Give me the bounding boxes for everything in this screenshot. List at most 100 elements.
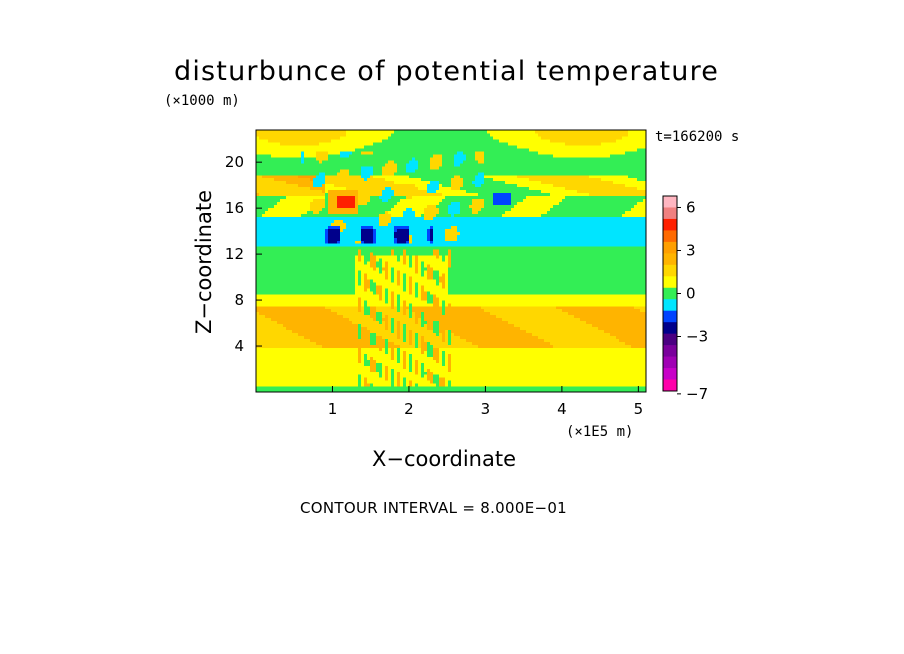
field-cell (283, 222, 287, 226)
field-cell (274, 174, 278, 179)
field-cell (340, 132, 344, 137)
field-cell (295, 195, 299, 200)
field-cell (268, 386, 272, 390)
field-cell (325, 287, 329, 292)
field-cell (322, 192, 326, 197)
field-cell (331, 317, 335, 322)
field-cell (334, 213, 338, 217)
field-cell (340, 329, 344, 334)
field-cell (343, 335, 347, 340)
field-cell (304, 371, 308, 375)
field-cell (298, 246, 302, 250)
field-cell (337, 144, 341, 149)
field-cell (277, 263, 281, 268)
field-cell (313, 171, 317, 176)
field-cell (310, 302, 314, 307)
field-cell (346, 156, 350, 161)
field-cell (322, 231, 326, 235)
field-cell (331, 365, 335, 369)
field-cell (283, 255, 287, 259)
field-cell (316, 135, 320, 140)
field-cell (319, 353, 323, 357)
field-cell (310, 290, 314, 295)
field-cell (328, 130, 332, 134)
field-cell (304, 347, 308, 351)
field-cell (301, 305, 305, 310)
field-cell (280, 231, 284, 235)
field-cell (325, 153, 329, 158)
field-cell (277, 323, 281, 328)
field-cell (271, 314, 275, 319)
field-cell (289, 177, 293, 182)
field-cell (280, 365, 284, 369)
field-cell (334, 159, 338, 164)
field-cell (334, 362, 338, 366)
field-cell (295, 323, 299, 328)
field-cell (271, 296, 275, 301)
field-cell (310, 353, 314, 357)
field-cell (274, 284, 278, 289)
field-cell (277, 156, 281, 161)
field-cell (337, 130, 341, 134)
field-cell (319, 290, 323, 295)
field-cell (310, 195, 314, 200)
field-cell (334, 335, 338, 340)
field-cell (325, 186, 329, 191)
field-cell (343, 269, 347, 274)
field-cell (328, 332, 332, 337)
field-cell (298, 281, 302, 286)
field-cell (343, 386, 347, 390)
field-cell (334, 174, 338, 179)
field-cell (307, 266, 311, 271)
field-cell (298, 347, 302, 351)
field-cell (262, 132, 266, 137)
field-cell (301, 287, 305, 292)
field-cell (349, 219, 353, 223)
field-cell (298, 174, 302, 179)
field-cell (262, 386, 266, 390)
field-cell (331, 162, 335, 167)
field-cell (331, 308, 335, 313)
field-cell (289, 186, 293, 191)
field-cell (289, 371, 293, 375)
field-cell (334, 326, 338, 331)
field-cell (259, 359, 263, 363)
field-cell (346, 377, 350, 381)
field-cell (316, 189, 320, 194)
field-cell (265, 135, 269, 140)
field-cell (319, 305, 323, 310)
field-cell (322, 138, 326, 143)
field-cell (283, 332, 287, 337)
field-cell (316, 296, 320, 301)
field-cell (304, 228, 308, 232)
field-cell (301, 272, 305, 277)
field-cell (271, 290, 275, 295)
field-cell (340, 180, 344, 185)
field-cell (316, 287, 320, 292)
field-cell (265, 231, 269, 235)
field-cell (292, 293, 296, 298)
field-cell (259, 243, 263, 247)
field-cell (328, 308, 332, 313)
field-cell (304, 186, 308, 191)
field-cell (325, 243, 329, 247)
field-cell (289, 326, 293, 331)
field-cell (337, 290, 341, 295)
field-cell (346, 296, 350, 301)
field-cell (298, 389, 302, 393)
field-cell (259, 249, 263, 253)
field-cell (310, 308, 314, 313)
field-cell (310, 365, 314, 369)
field-cell (310, 192, 314, 197)
field-cell (334, 255, 338, 259)
field-cell (322, 150, 326, 155)
field-cell (310, 263, 314, 268)
field-cell (256, 234, 260, 238)
field-cell (304, 130, 308, 134)
field-cell (295, 252, 299, 256)
field-cell (346, 198, 350, 203)
field-cell (349, 380, 353, 384)
field-cell (286, 261, 290, 265)
field-cell (280, 147, 284, 152)
field-cell (328, 207, 332, 211)
